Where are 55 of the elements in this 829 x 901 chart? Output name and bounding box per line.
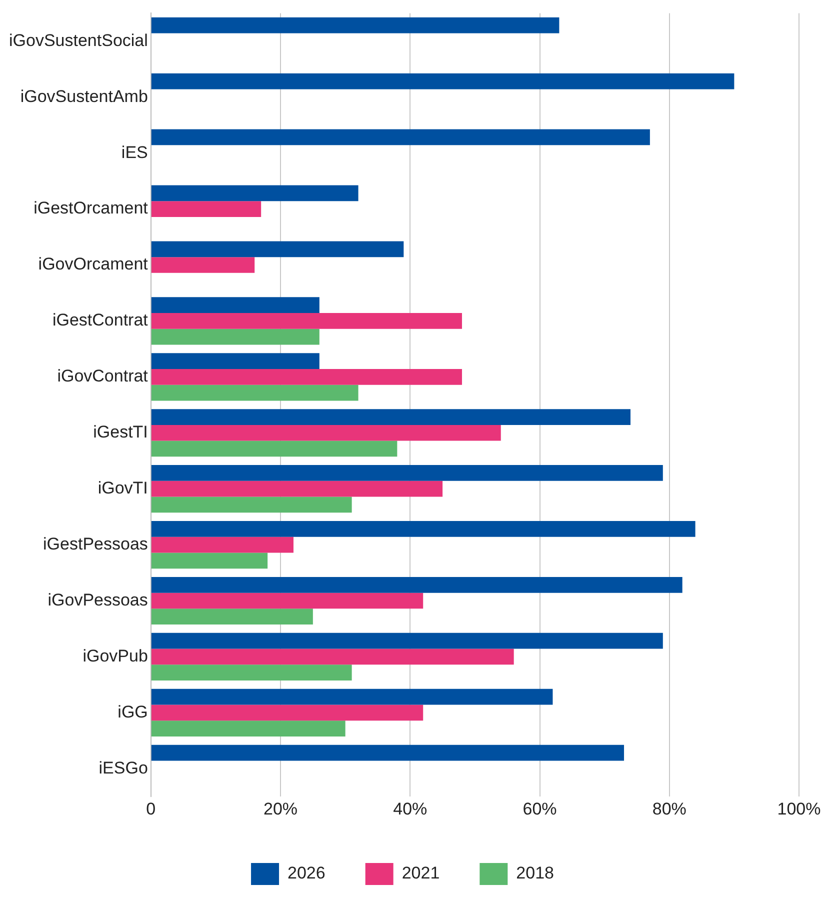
y-tick-label: iESGo	[98, 758, 148, 778]
bar	[151, 536, 294, 553]
legend-label: 2018	[516, 864, 554, 883]
bar	[151, 608, 313, 625]
y-tick-label: iGovContrat	[57, 366, 148, 386]
y-tick-label: iGovSustentAmb	[20, 86, 148, 106]
bar	[151, 521, 696, 537]
bar	[151, 185, 358, 202]
y-tick-label: iGovPub	[82, 646, 148, 666]
bar	[151, 688, 553, 705]
bar	[151, 592, 424, 609]
bar	[151, 297, 320, 314]
bar	[151, 328, 320, 345]
bar	[151, 384, 358, 401]
y-tick-label: iGovTI	[98, 478, 148, 498]
y-tick-label: iGestPessoas	[43, 534, 148, 554]
bar	[151, 440, 398, 457]
bar	[151, 465, 663, 481]
x-tick-label: 100%	[777, 799, 821, 818]
bar	[151, 313, 462, 329]
bar	[151, 368, 462, 385]
bar	[151, 552, 268, 569]
bar	[151, 496, 352, 513]
bar	[151, 632, 663, 649]
bar	[151, 409, 630, 425]
x-tick-label: 20%	[264, 799, 298, 818]
bar	[151, 704, 424, 721]
y-tick-label: iGovSustentSocial	[9, 30, 148, 50]
bar	[151, 744, 624, 761]
x-tick-label: 60%	[522, 799, 557, 818]
bar	[151, 241, 404, 258]
bar	[151, 664, 352, 680]
x-tick-label: 80%	[652, 799, 686, 818]
y-tick-label: iGovOrcament	[38, 254, 148, 274]
y-tick-label: iES	[121, 142, 148, 162]
y-tick-label: iGG	[118, 702, 148, 722]
bar	[151, 576, 682, 593]
x-tick-label: 0	[146, 799, 156, 818]
bar	[151, 424, 501, 441]
y-tick-label: iGestContrat	[52, 310, 148, 330]
bar	[151, 129, 650, 146]
y-tick-label: iGestOrcament	[34, 198, 148, 218]
y-tick-label: iGestTI	[93, 422, 148, 442]
bar	[151, 480, 443, 497]
bar	[151, 720, 346, 736]
bar	[151, 648, 514, 665]
legend-label: 2026	[288, 864, 326, 883]
bar	[151, 73, 734, 90]
bar	[151, 257, 255, 273]
x-tick-label: 40%	[393, 799, 428, 818]
bar	[151, 353, 320, 369]
y-tick-label: iGovPessoas	[48, 590, 148, 610]
bar	[151, 201, 262, 217]
legend-label: 2021	[402, 864, 440, 883]
bar	[151, 17, 560, 34]
